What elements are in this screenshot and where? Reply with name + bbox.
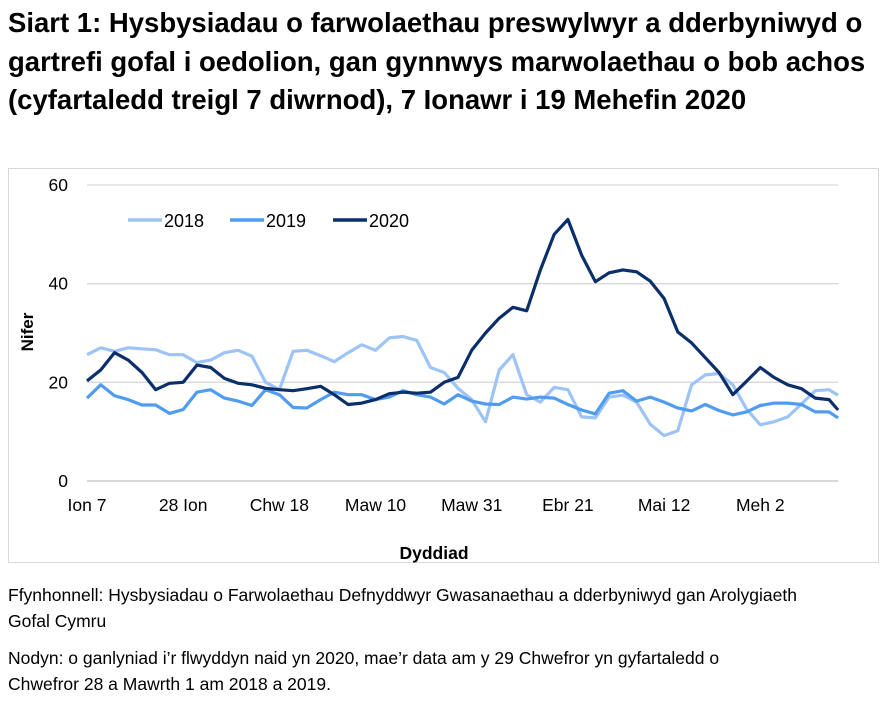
- chart-title: Siart 1: Hysbysiadau o farwolaethau pres…: [8, 7, 866, 115]
- series-line-2020: [86, 217, 840, 412]
- x-tick-label: Ebr 21: [542, 495, 594, 515]
- y-axis-label: Nifer: [18, 312, 37, 351]
- x-tick-label: Chw 18: [250, 495, 309, 515]
- y-axis-ticks: 0 20 40 60: [49, 175, 69, 491]
- gridlines: [87, 184, 838, 482]
- x-tick-label: Meh 2: [736, 495, 785, 515]
- source-note: Ffynhonnell: Hysbysiadau o Farwolaethau …: [8, 585, 797, 631]
- series-line-2019: [85, 383, 839, 420]
- series-lines: [85, 217, 840, 438]
- x-tick-label: Maw 31: [441, 495, 502, 515]
- legend-label: 2019: [266, 211, 306, 231]
- series-line-2018: [86, 334, 839, 438]
- x-tick-label: Mai 12: [638, 495, 691, 515]
- legend-label: 2018: [164, 211, 204, 231]
- y-tick-label: 0: [58, 471, 68, 491]
- y-tick-label: 40: [49, 274, 69, 294]
- legend-label: 2020: [369, 211, 409, 231]
- y-tick-label: 20: [49, 372, 69, 392]
- chart-area: [8, 168, 879, 563]
- x-tick-label: Ion 7: [68, 495, 107, 515]
- legend: 2018 2019 2020: [128, 211, 409, 231]
- footnote: Nodyn: o ganlyniad i’r flwyddyn naid yn …: [8, 648, 720, 694]
- y-tick-label: 60: [49, 175, 69, 195]
- x-tick-label: 28 Ion: [159, 495, 208, 515]
- x-tick-label: Maw 10: [345, 495, 407, 515]
- x-axis-label: Dyddiad: [399, 543, 468, 563]
- x-axis-ticks: Ion 7 28 Ion Chw 18 Maw 10 Maw 31 Ebr 21 Mai 1…: [68, 495, 785, 515]
